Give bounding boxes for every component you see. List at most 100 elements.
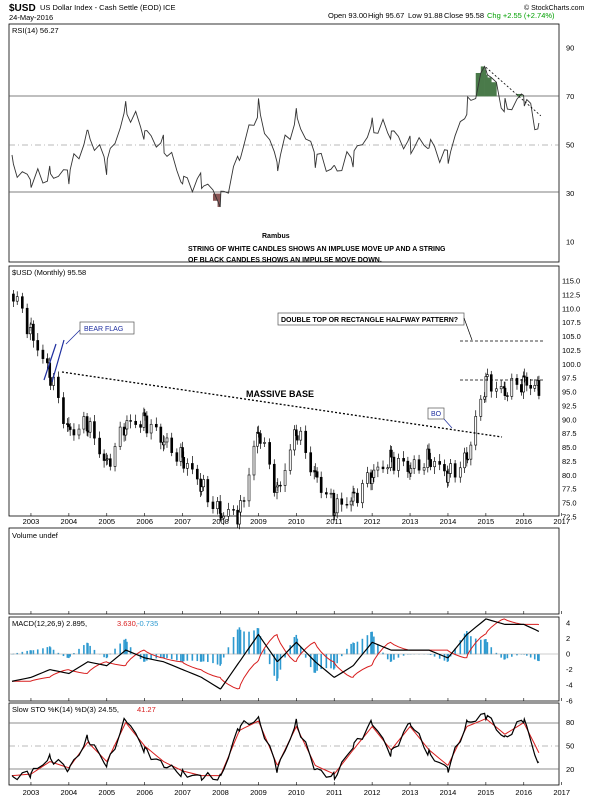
rsi-note-line2: OF BLACK CANDLES SHOWS AN IMPULSE MOVE D… (188, 257, 382, 264)
macd-histogram-bar (346, 648, 348, 655)
price-candle-body (529, 385, 533, 389)
year-axis-top: 2003 2004 2005 2006 2007 2008 2009 2010 2011 2012… (23, 513, 570, 785)
price-candle-body (242, 500, 246, 502)
price-tick-label: 97.5 (562, 374, 577, 383)
macd-histogram-bar (314, 654, 317, 673)
macd-histogram-bar (293, 637, 296, 655)
macd-histogram-bar (253, 630, 255, 655)
price-candle-body (486, 374, 489, 377)
price-candle-body (247, 474, 251, 502)
price-axis-ticks: 115.0 112.5 110.0 107.5 105.0 102.5 100.0 97.5 9… (562, 277, 581, 522)
macd-histogram-bar (62, 654, 65, 657)
price-candle-body (186, 463, 189, 469)
macd-histogram-bar (257, 628, 260, 655)
price-candle-body (376, 466, 380, 471)
price-tick-label: 95.0 (562, 388, 577, 397)
header-credit: © StockCharts.com (524, 4, 585, 12)
year-label: 2004 (61, 517, 78, 526)
price-candle-body (72, 429, 76, 436)
header-high: High 95.67 (368, 11, 404, 20)
macd-histogram-bar (207, 654, 209, 662)
header-name: US Dollar Index - Cash Settle (EOD) (40, 3, 162, 12)
price-candle-body (129, 420, 132, 422)
macd-histogram-bar (239, 629, 242, 655)
bear-flag-line-2 (51, 339, 65, 383)
macd-histogram-bar (124, 638, 127, 655)
macd-histogram-bar (21, 651, 24, 655)
year-label: 2011 (326, 788, 342, 797)
macd-histogram-bar (529, 654, 532, 658)
rsi-overbought-fill (487, 77, 492, 97)
price-candle-body (525, 376, 529, 386)
rsi-oversold-fill (212, 193, 218, 201)
macd-histogram-bar (42, 648, 44, 655)
price-candle-body (257, 431, 260, 434)
price-candle-body (522, 375, 526, 378)
price-candle-body (25, 307, 29, 335)
price-candle-body (145, 415, 149, 434)
price-candle-body (345, 504, 349, 506)
rsi-tick-label: 70 (566, 92, 574, 101)
price-candle-body (219, 513, 223, 519)
year-label: 2010 (288, 517, 305, 526)
macd-histogram-bar (87, 643, 89, 655)
price-candle-body (181, 447, 184, 458)
macd-histogram-bar (352, 642, 354, 655)
price-candle-body (268, 442, 271, 465)
macd-histogram-bar (222, 654, 225, 658)
macd-tick-label: -6 (566, 696, 573, 705)
price-candle-body (98, 437, 101, 455)
sto-tick-label: 80 (566, 718, 574, 727)
macd-histogram-bar (46, 647, 49, 655)
price-tick-label: 82.5 (562, 457, 577, 466)
rsi-overbought-fill (480, 66, 485, 97)
price-candle-body (356, 492, 359, 504)
macd-panel (8, 616, 560, 702)
price-candle-body (483, 396, 486, 400)
sto-tick-label: 20 (566, 765, 574, 774)
macd-histogram-bar (474, 638, 477, 655)
year-label: 2009 (250, 788, 267, 797)
price-candle-body (77, 428, 81, 436)
price-candle-body (386, 467, 390, 470)
sto-panel (8, 702, 560, 786)
bear-flag-line-1 (43, 343, 57, 381)
macd-tick-label: 2 (566, 634, 570, 643)
price-candle-body (309, 452, 313, 473)
breakout-pointer (443, 418, 453, 429)
price-candle-body (20, 296, 24, 309)
price-candle-body (222, 515, 226, 519)
macd-histogram-bar (216, 654, 219, 665)
macd-histogram-bar (443, 654, 446, 661)
macd-histogram-bar (73, 653, 75, 655)
macd-histogram-bar (186, 654, 189, 661)
header-close: Close 95.58 (444, 11, 484, 20)
year-label: 2014 (440, 517, 457, 526)
macd-histogram-bar (333, 654, 336, 669)
macd-tick-label: -2 (566, 665, 573, 674)
macd-histogram-bar (126, 641, 128, 655)
macd-histogram-bar (459, 640, 462, 655)
price-tick-label: 105.0 (562, 332, 581, 341)
macd-histogram-bar (123, 639, 125, 655)
price-candle-body (32, 323, 35, 341)
price-candle-body (381, 466, 385, 470)
macd-histogram-bar (523, 654, 526, 655)
macd-histogram-bar (429, 654, 432, 655)
price-candle-body (57, 376, 60, 398)
macd-tick-label: 4 (566, 618, 570, 627)
price-candle-body (304, 430, 308, 453)
price-tick-label: 80.0 (562, 471, 577, 480)
macd-series-group (9, 618, 559, 690)
macd-histogram-bar (256, 628, 259, 655)
macd-histogram-bar (69, 654, 71, 657)
year-label: 2014 (440, 788, 457, 797)
year-label: 2010 (288, 788, 305, 797)
macd-histogram-bar (386, 654, 389, 660)
macd-histogram-bar (29, 650, 32, 655)
macd-histogram-bar (495, 652, 498, 655)
macd-histogram-bar (259, 636, 262, 655)
volume-panel (8, 527, 560, 615)
bear-flag-box (79, 321, 135, 335)
bear-flag-label: BEAR FLAG (84, 326, 123, 333)
